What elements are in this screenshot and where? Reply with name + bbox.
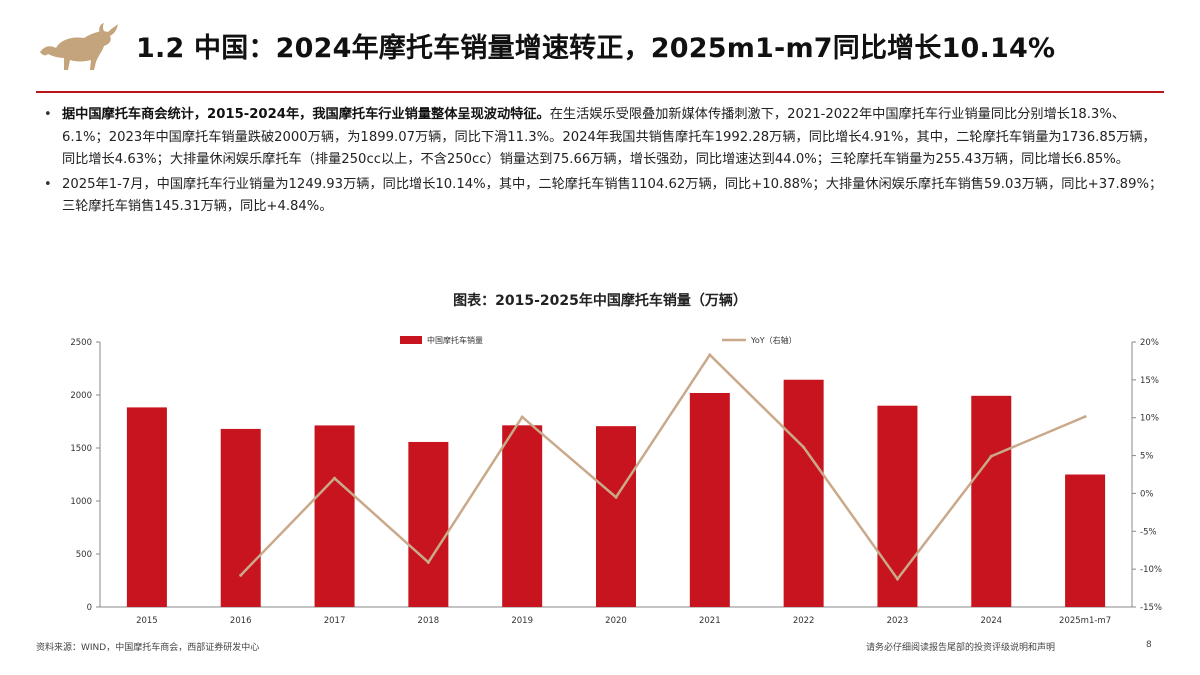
x-tick-label: 2019 [511, 616, 533, 626]
legend-bar-swatch [400, 336, 422, 344]
yoy-point [989, 454, 993, 458]
y-tick-label: 500 [76, 550, 92, 560]
yoy-point [426, 560, 430, 564]
x-tick-label: 2021 [699, 616, 721, 626]
bar [220, 428, 261, 607]
x-tick-label: 2022 [793, 616, 815, 626]
bar [502, 425, 543, 607]
x-tick-label: 2020 [605, 616, 627, 626]
x-tick-label: 2024 [980, 616, 1002, 626]
disclaimer-note: 请务必仔细阅读报告尾部的投资评级说明和声明 [866, 643, 1056, 653]
x-tick-label: 2017 [324, 616, 346, 626]
bar [1065, 474, 1106, 607]
summary-paragraph-2: • 2025年1-7月，中国摩托车行业销量为1249.93万辆，同比增长10.1… [42, 174, 1164, 219]
bar [596, 426, 636, 607]
yoy-point [239, 573, 243, 577]
bar [408, 441, 449, 607]
y-tick-label: 0 [87, 603, 92, 613]
page-title: 1.2 中国：2024年摩托车销量增速转正，2025m1-m7同比增长10.14… [136, 33, 1056, 64]
bullet-2: • [44, 176, 52, 192]
sales-chart: 0 500 1000 1500 2000 2500 -15% -10% -5% 0% 5% 10% 15… [70, 335, 1162, 626]
bar [689, 392, 730, 607]
yoy-line [239, 352, 1086, 582]
yoy-point [1083, 415, 1087, 419]
x-tick-label: 2016 [230, 616, 252, 626]
bar [126, 407, 167, 607]
legend-bar-label: 中国摩托车销量 [427, 335, 483, 345]
bullet-1: • [44, 107, 52, 122]
bar [314, 425, 355, 607]
bar [877, 405, 918, 607]
y2-tick-label: -10% [1140, 565, 1162, 575]
summary-text: • 据中国摩托车商会统计，2015-2024年，我国摩托车行业销量整体呈现波动特… [42, 104, 1164, 221]
y-tick-label: 2000 [70, 391, 92, 401]
y2-tick-label: -15% [1140, 603, 1162, 613]
y2-tick-label: 5% [1140, 452, 1154, 462]
y2-tick-label: 20% [1140, 338, 1159, 348]
bar [783, 379, 824, 607]
chart-title: 图表：2015-2025年中国摩托车销量（万辆） [453, 293, 747, 309]
y2-tick-label: 15% [1140, 376, 1159, 386]
x-tick-label: 2025m1-m7 [1059, 616, 1111, 626]
y-tick-label: 1500 [70, 444, 92, 454]
x-tick-label: 2023 [887, 616, 909, 626]
bar [971, 395, 1012, 607]
yoy-point [895, 577, 899, 581]
y-tick-label: 2500 [70, 338, 92, 348]
yoy-point [520, 415, 524, 419]
page-number: 8 [1146, 640, 1152, 650]
y2-tick-label: 10% [1140, 414, 1159, 424]
summary-paragraph-1: • 据中国摩托车商会统计，2015-2024年，我国摩托车行业销量整体呈现波动特… [42, 104, 1164, 172]
yoy-point [614, 495, 618, 499]
yoy-point [708, 353, 712, 357]
bull-logo-icon [40, 23, 118, 70]
y-tick-label: 1000 [70, 497, 92, 507]
title-divider [36, 91, 1164, 93]
paragraph-1-body: 在生活娱乐受限叠加新媒体传播刺激下，2021-2022年中国摩托车行业销量同比分… [62, 107, 1156, 167]
y2-tick-label: -5% [1140, 527, 1157, 537]
paragraph-2-body: 2025年1-7月，中国摩托车行业销量为1249.93万辆，同比增长10.14%… [62, 176, 1163, 215]
y2-tick-label: 0% [1140, 489, 1154, 499]
x-tick-label: 2015 [136, 616, 158, 626]
source-note: 资料来源：WIND，中国摩托车商会，西部证券研发中心 [36, 643, 260, 653]
legend-line-label: YoY（右轴） [750, 335, 797, 345]
yoy-point [802, 445, 806, 449]
yoy-point [333, 476, 337, 480]
x-tick-label: 2018 [418, 616, 440, 626]
paragraph-1-lead: 据中国摩托车商会统计，2015-2024年，我国摩托车行业销量整体呈现波动特征。 [62, 107, 550, 122]
